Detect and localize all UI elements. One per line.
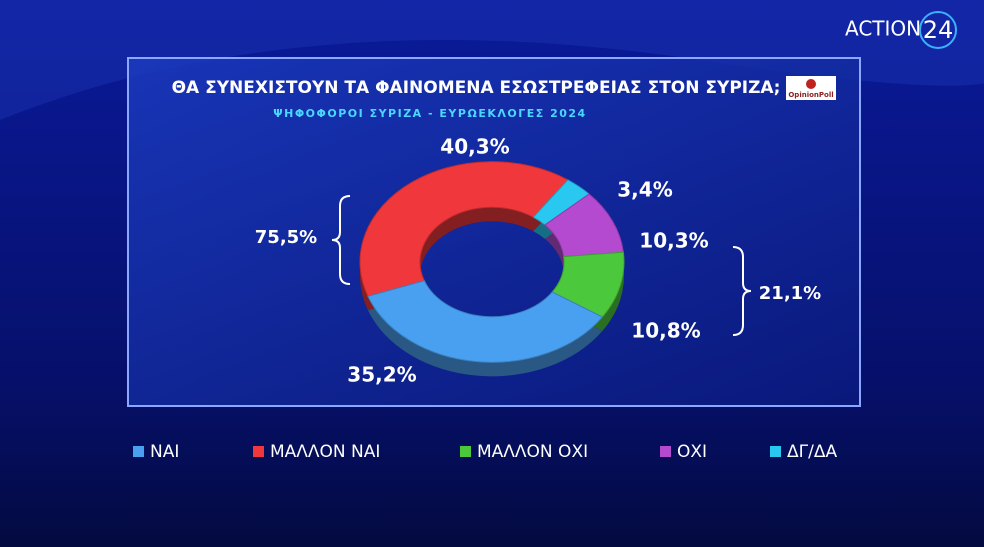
channel-logo: ACTION: [845, 17, 921, 41]
logo-ring: [919, 11, 957, 49]
group-label: 21,1%: [759, 283, 821, 304]
slice: [359, 161, 569, 297]
data-label: 35,2%: [347, 363, 416, 387]
legend-label: ΜΑΛΛΟΝ ΟΧΙ: [477, 442, 588, 462]
slice: [367, 280, 604, 363]
legend-swatch: [660, 446, 671, 457]
legend-swatch: [253, 446, 264, 457]
legend-swatch: [770, 446, 781, 457]
donut: [359, 161, 625, 377]
legend-swatch: [133, 446, 144, 457]
data-label: 40,3%: [440, 135, 509, 159]
left-bracket: [331, 195, 351, 285]
right-bracket: [732, 246, 752, 336]
chart-subtitle: ΨΗΦΟΦΟΡΟΙ ΣΥΡΙΖΑ - ΕΥΡΩΕΚΛΟΓΕΣ 2024: [273, 107, 586, 120]
legend-label: ΜΑΛΛΟΝ ΝΑΙ: [270, 442, 380, 462]
bg-swoosh: [0, 0, 984, 120]
legend-label: ΝΑΙ: [150, 442, 179, 462]
chart-title: ΘΑ ΣΥΝΕΧΙΣΤΟΥΝ ΤΑ ΦΑΙΝΟΜΕΝΑ ΕΣΩΣΤΡΕΦΕΙΑΣ…: [172, 78, 781, 98]
channel-number: 24: [923, 16, 954, 44]
data-label: 3,4%: [617, 178, 672, 202]
legend-label: ΔΓ/ΔΑ: [787, 442, 837, 462]
legend-label: ΟΧΙ: [677, 442, 707, 462]
legend-swatch: [460, 446, 471, 457]
group-label: 75,5%: [255, 227, 317, 248]
data-label: 10,8%: [631, 319, 700, 343]
pollster-name: OpinionPoll: [788, 91, 833, 99]
pollster-dot: [806, 79, 816, 89]
data-label: 10,3%: [639, 229, 708, 253]
